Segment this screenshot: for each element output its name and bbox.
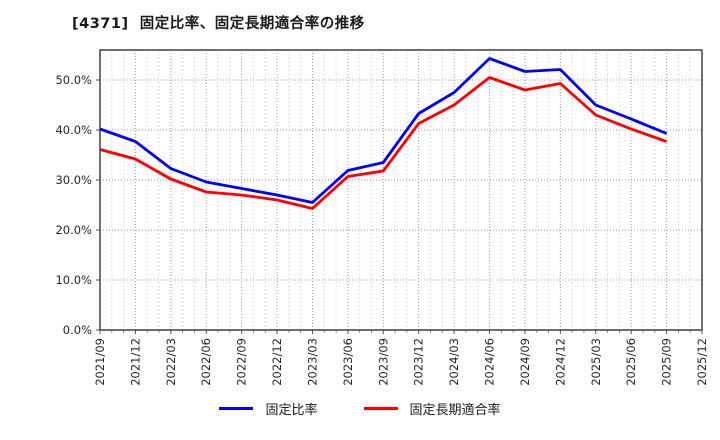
x-tick-label: 2022/12 <box>270 338 284 386</box>
x-tick-label: 2023/09 <box>376 338 390 386</box>
x-tick-label: 2025/12 <box>695 338 709 386</box>
x-tick-label: 2025/06 <box>624 338 638 386</box>
y-tick-label: 0.0% <box>63 323 92 337</box>
x-tick-label: 2024/03 <box>447 338 461 386</box>
x-tick-label: 2024/12 <box>553 338 567 386</box>
x-tick-label: 2025/09 <box>660 338 674 386</box>
fixed-long-term-ratio-legend-label: 固定長期適合率 <box>409 403 501 418</box>
y-tick-label: 20.0% <box>55 223 92 237</box>
x-tick-label: 2021/12 <box>128 338 142 386</box>
x-tick-label: 2022/03 <box>164 338 178 386</box>
fixed-ratio-legend-label: 固定比率 <box>265 403 318 418</box>
y-tick-label: 50.0% <box>55 73 92 87</box>
fixed-long-term-ratio-legend-swatch <box>363 407 398 410</box>
y-tick-label: 30.0% <box>55 173 92 187</box>
x-tick-label: 2024/06 <box>483 338 497 386</box>
fixed-ratio-legend-swatch <box>219 407 254 410</box>
legend-item-fixed-long-term-ratio: 固定長期適合率 <box>363 399 501 418</box>
x-tick-label: 2025/03 <box>589 338 603 386</box>
plot-frame <box>99 49 703 331</box>
fixed-ratio-line <box>99 57 668 204</box>
chart-legend: 固定比率 固定長期適合率 <box>0 399 720 418</box>
legend-item-fixed-ratio: 固定比率 <box>219 399 318 418</box>
chart-title: [4371] 固定比率、固定長期適合率の推移 <box>72 16 365 32</box>
fixed-long-term-ratio-line <box>99 76 668 210</box>
x-tick-label: 2022/06 <box>199 338 213 386</box>
y-tick-label: 10.0% <box>55 273 92 287</box>
x-tick-label: 2023/03 <box>305 338 319 386</box>
x-tick-label: 2024/09 <box>518 338 532 386</box>
x-tick-label: 2022/09 <box>235 338 249 386</box>
x-tick-label: 2023/06 <box>341 338 355 386</box>
y-tick-label: 40.0% <box>55 123 92 137</box>
x-tick-label: 2021/09 <box>93 338 107 386</box>
x-tick-label: 2023/12 <box>412 338 426 386</box>
